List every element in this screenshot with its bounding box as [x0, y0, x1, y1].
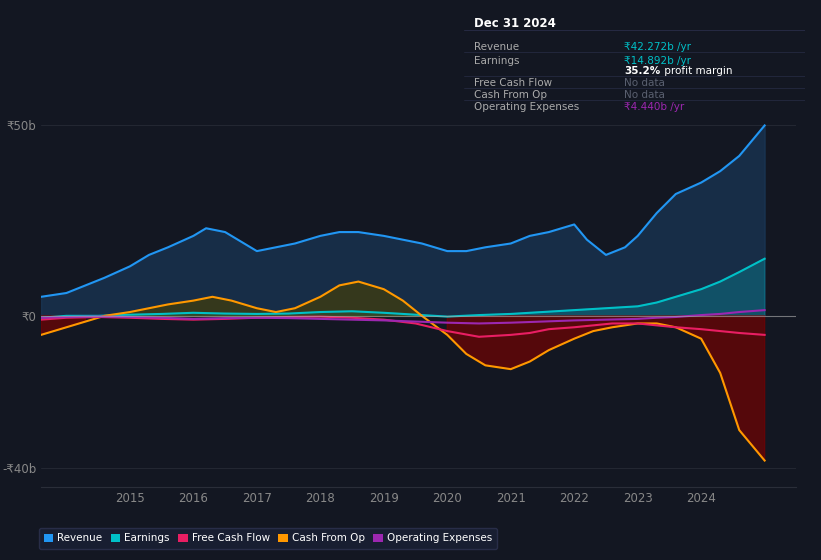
Text: 35.2%: 35.2% — [624, 67, 660, 76]
Text: ₹14.892b /yr: ₹14.892b /yr — [624, 55, 691, 66]
Text: profit margin: profit margin — [662, 67, 733, 76]
Legend: Revenue, Earnings, Free Cash Flow, Cash From Op, Operating Expenses: Revenue, Earnings, Free Cash Flow, Cash … — [39, 528, 498, 549]
Text: Revenue: Revenue — [474, 42, 519, 52]
Text: ₹4.440b /yr: ₹4.440b /yr — [624, 102, 684, 111]
Text: Free Cash Flow: Free Cash Flow — [474, 78, 553, 88]
Text: ₹42.272b /yr: ₹42.272b /yr — [624, 42, 691, 52]
Text: No data: No data — [624, 90, 665, 100]
Text: No data: No data — [624, 78, 665, 88]
Text: Cash From Op: Cash From Op — [474, 90, 547, 100]
Text: Operating Expenses: Operating Expenses — [474, 102, 580, 111]
Text: Earnings: Earnings — [474, 55, 520, 66]
Text: Dec 31 2024: Dec 31 2024 — [474, 17, 556, 30]
